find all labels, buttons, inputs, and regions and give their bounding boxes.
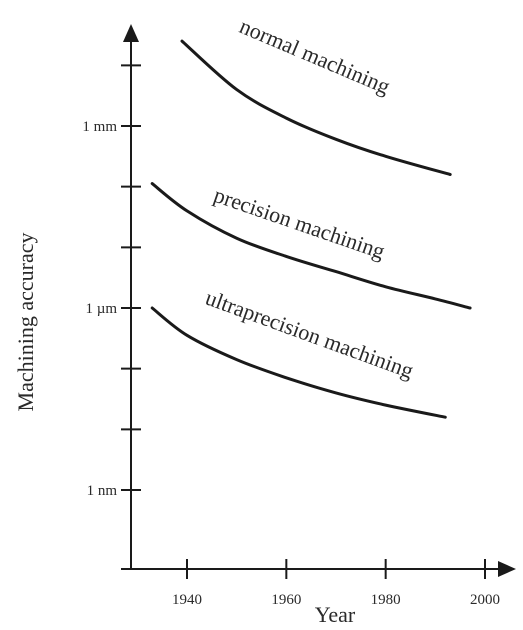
curves: [150, 39, 472, 419]
labels: Year Machining accuracy 1 mm 1 µm 1 nm 1940…: [13, 13, 500, 627]
x-tick-label: 1940: [172, 592, 202, 608]
x-axis-title: Year: [315, 602, 356, 627]
y-tick-label: 1 mm: [82, 119, 117, 135]
series-line: [150, 182, 472, 310]
y-axis-arrow-icon: [123, 24, 139, 42]
ticks: [121, 64, 486, 579]
series-line: [180, 39, 452, 176]
series-label: normal machining: [236, 13, 394, 99]
x-tick-label: 1960: [271, 592, 301, 608]
y-tick-label: 1 µm: [85, 301, 117, 317]
y-tick-label: 1 nm: [87, 483, 118, 499]
series-label: ultraprecision machining: [202, 285, 417, 384]
x-tick-label: 2000: [470, 592, 500, 608]
series-line: [150, 306, 447, 419]
series-label: precision machining: [211, 182, 388, 264]
y-axis-title: Machining accuracy: [13, 233, 38, 412]
x-tick-label: 1980: [371, 592, 401, 608]
axes: [121, 24, 516, 577]
x-axis-arrow-icon: [498, 561, 516, 577]
